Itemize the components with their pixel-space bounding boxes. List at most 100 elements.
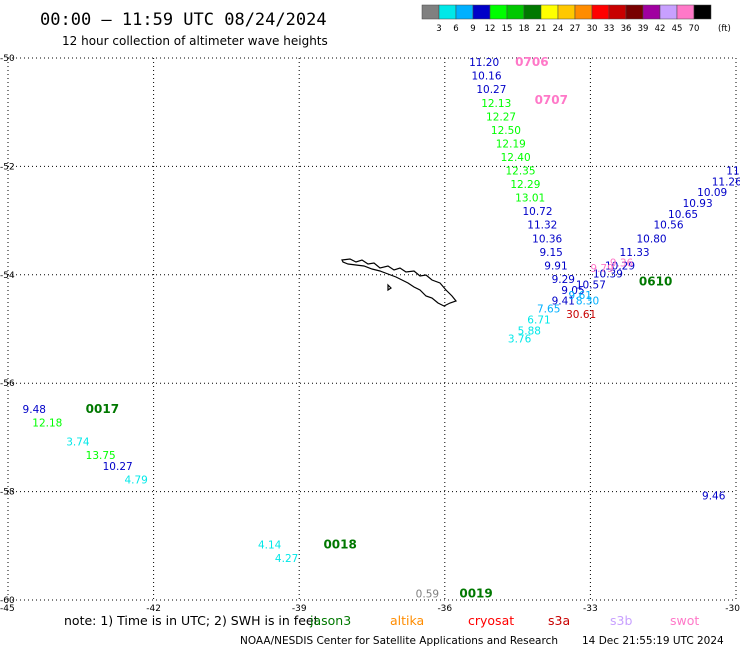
wave-height-value: 5.88 (518, 325, 541, 337)
wave-height-value: 10.93 (683, 198, 713, 210)
legend-swatch (540, 4, 559, 20)
x-tick-label: -42 (146, 604, 161, 614)
wave-height-value: 9.29 (552, 274, 575, 286)
legend-swatch (455, 4, 474, 20)
satellite-name-swot: swot (670, 613, 699, 628)
legend-bin-label: 24 (553, 24, 564, 34)
legend-bin-label: 21 (536, 24, 547, 34)
wave-height-value: 9.91 (544, 260, 567, 272)
y-tick-label: -50 (0, 54, 15, 64)
x-tick-label: -33 (583, 604, 598, 614)
wave-height-value: 9.05 (561, 285, 584, 297)
wave-height-value: 3.76 (508, 334, 532, 346)
y-tick-label: -52 (0, 162, 15, 172)
wave-height-value: 30.61 (566, 309, 596, 321)
satellite-name-altika: altika (390, 613, 424, 628)
wave-height-value: 9.36 (610, 258, 634, 270)
legend-swatch (574, 4, 593, 20)
legend-bin-label: 3 (436, 24, 441, 34)
legend-swatch (523, 4, 542, 20)
satellite-name-s3b: s3b (610, 613, 632, 628)
satellite-pass-label: 0019 (459, 586, 492, 600)
wave-height-value: 0.59 (416, 588, 439, 600)
wave-height-value: 12.27 (486, 111, 516, 123)
wave-height-value: 10.72 (522, 206, 552, 218)
legend-swatch (608, 4, 627, 20)
map-grid: -45 -42 -39 -36 -33 -30 -50 -52 -54 -56 -58 -60 (0, 54, 740, 614)
wave-height-value: 3.74 (66, 437, 90, 449)
wave-height-value: 4.14 (258, 540, 282, 552)
legend-swatch (676, 4, 695, 20)
wave-height-value: 12.40 (501, 152, 531, 164)
legend-bin-label: 42 (655, 24, 666, 34)
satellite-pass-label: 0610 (639, 275, 672, 289)
wave-height-value: 10.65 (668, 209, 698, 221)
wave-height-value: 12.13 (481, 98, 511, 110)
legend-bin-label: 6 (453, 24, 458, 34)
legend-bin-label: 18 (519, 24, 530, 34)
wave-height-value: 10.29 (605, 260, 635, 272)
wave-height-value: 12.35 (505, 166, 535, 178)
wave-height-value: 10.56 (653, 220, 683, 232)
legend-swatch (557, 4, 576, 20)
legend-bin-label: 9 (470, 24, 475, 34)
satellite-pass-label: 0707 (535, 93, 568, 107)
wave-height-value: 4.27 (275, 553, 298, 565)
legend-bin-label: 39 (638, 24, 649, 34)
legend-bin-label: 70 (689, 24, 700, 34)
satellite-legend: jason3 altika cryosat s3a s3b swot (309, 613, 699, 628)
footer-credit: NOAA/NESDIS Center for Satellite Applica… (240, 635, 558, 647)
legend-bin-label: 15 (502, 24, 513, 34)
legend-swatch (489, 4, 508, 20)
legend-bin-label: 36 (621, 24, 632, 34)
wave-height-value: 11.14 (726, 166, 740, 178)
wave-height-value: 10.36 (532, 233, 562, 245)
wave-height-color-legend: 3 6 9 12 15 18 21 24 27 30 33 36 39 42 45 70 (421, 4, 712, 34)
satellite-pass-label: 0018 (323, 538, 356, 552)
wave-height-value: 13.75 (86, 450, 116, 462)
satellite-pass-labels: 0706 0707 0610 0017 0018 0019 (86, 55, 673, 600)
x-tick-label: -45 (0, 604, 15, 614)
wave-height-value: 9.79 (590, 263, 613, 275)
wave-height-value: 9.61 (569, 290, 592, 302)
map-title: 00:00 — 11:59 UTC 08/24/2024 (40, 10, 327, 30)
legend-bin-label: 33 (604, 24, 615, 34)
footer-timestamp: 14 Dec 21:55:19 UTC 2024 (582, 635, 724, 647)
legend-swatch (472, 4, 491, 20)
legend-bin-label: 45 (672, 24, 683, 34)
wave-height-value: 12.19 (496, 138, 526, 150)
wave-height-value: 10.57 (576, 279, 606, 291)
legend-swatch (642, 4, 661, 20)
legend-swatch (421, 4, 440, 20)
wave-height-value: 7.65 (537, 304, 560, 316)
x-tick-label: -36 (437, 604, 452, 614)
y-tick-label: -54 (0, 271, 15, 281)
map-subtitle: 12 hour collection of altimeter wave hei… (62, 34, 328, 48)
wave-height-value: 8.30 (576, 296, 599, 308)
legend-swatch (506, 4, 525, 20)
legend-swatch (591, 4, 610, 20)
legend-swatch (625, 4, 644, 20)
wave-height-observations: 11.2010.1610.2712.1312.2712.5012.1912.40… (23, 57, 740, 600)
wave-height-value: 11.32 (527, 220, 557, 232)
legend-swatch (693, 4, 712, 20)
wave-height-value: 10.16 (471, 71, 501, 83)
wave-height-value: 9.48 (23, 404, 46, 416)
wave-height-value: 10.39 (593, 269, 623, 281)
satellite-pass-label: 0017 (86, 402, 119, 416)
wave-height-value: 9.41 (552, 296, 575, 308)
wave-height-value: 11.26 (712, 176, 740, 188)
wave-height-value: 4.79 (124, 474, 147, 486)
satellite-pass-label: 0706 (515, 55, 548, 69)
y-tick-label: -58 (0, 488, 15, 498)
satellite-name-s3a: s3a (548, 613, 570, 628)
wave-height-value: 12.18 (32, 418, 62, 430)
y-tick-label: -60 (0, 596, 15, 606)
wave-height-value: 13.01 (515, 193, 545, 205)
wave-height-value: 12.29 (510, 179, 540, 191)
legend-bin-label: 30 (587, 24, 598, 34)
legend-swatch (659, 4, 678, 20)
wave-height-value: 11.20 (469, 57, 499, 69)
wave-height-value: 9.46 (702, 491, 726, 503)
